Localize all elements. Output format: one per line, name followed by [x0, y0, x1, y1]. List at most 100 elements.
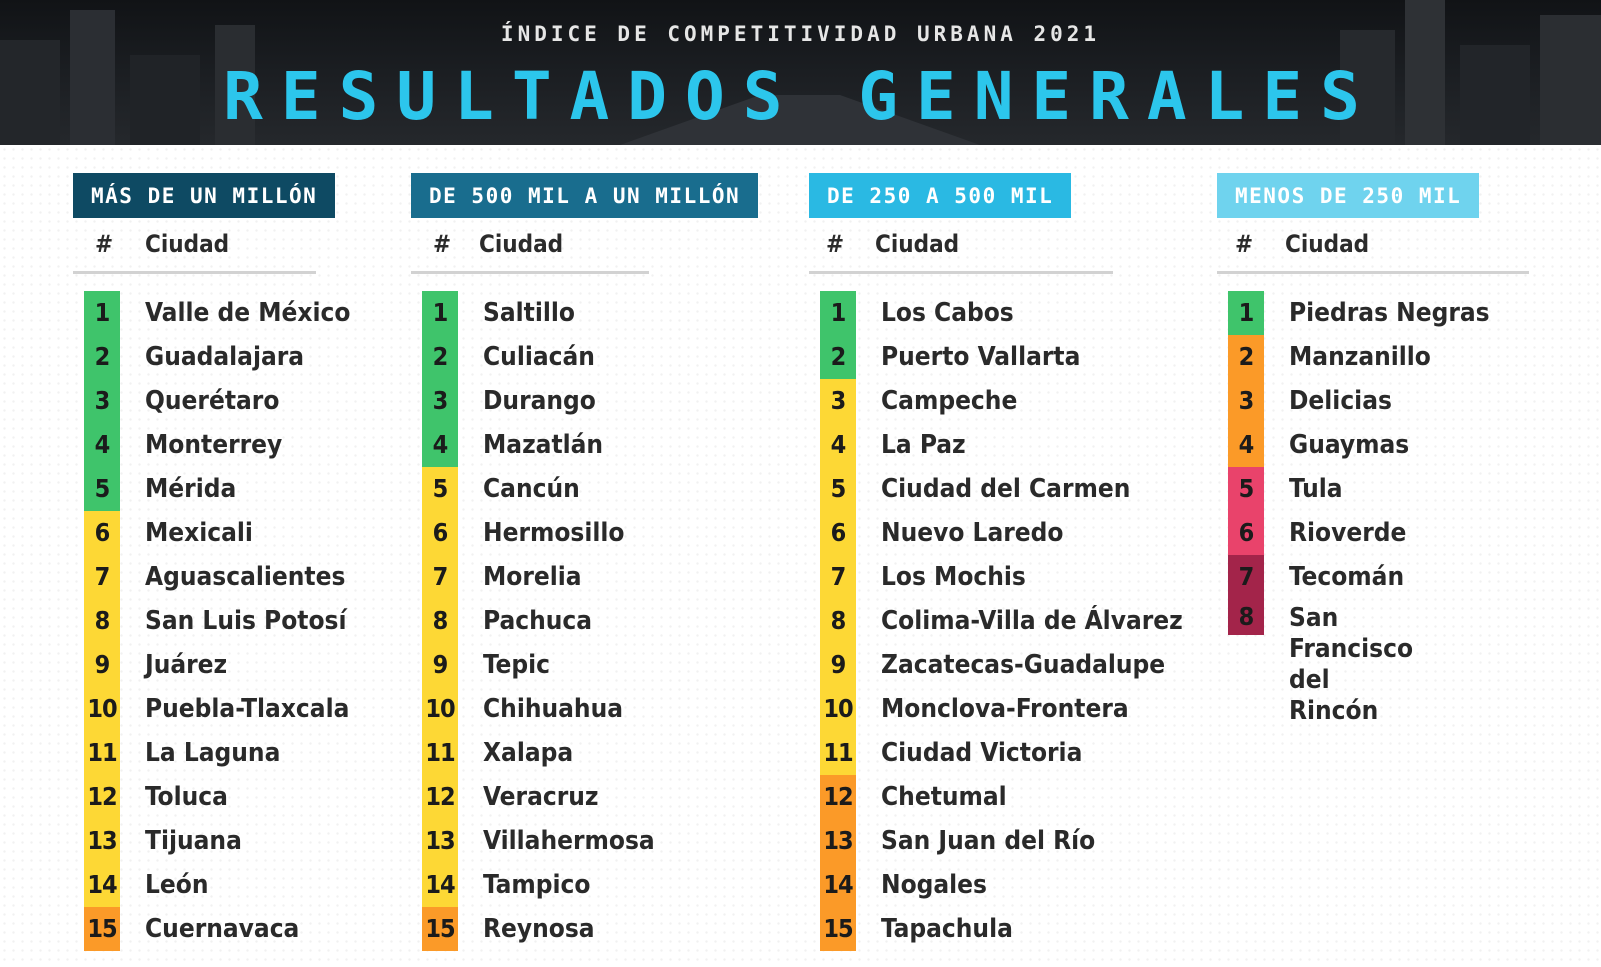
city-name: Ciudad del Carmen	[881, 474, 1131, 504]
city-name: Los Cabos	[881, 298, 1014, 328]
rank-badge: 11	[820, 731, 856, 775]
rank-badge: 5	[1228, 467, 1264, 511]
rank-badge: 15	[422, 907, 458, 951]
city-name: La Laguna	[145, 738, 281, 768]
rank-badge: 6	[820, 511, 856, 555]
city-name: Colima-Villa de Álvarez	[881, 606, 1183, 636]
rank-badge: 1	[422, 291, 458, 335]
city-name: Xalapa	[483, 738, 574, 768]
header-divider	[809, 271, 1113, 274]
city-name: Morelia	[483, 562, 582, 592]
rank-column-header: #	[1235, 230, 1254, 258]
rank-badge: 10	[422, 687, 458, 731]
rank-badge: 4	[1228, 423, 1264, 467]
city-name: Monterrey	[145, 430, 283, 460]
city-name: Guaymas	[1289, 430, 1410, 460]
rank-badge: 8	[84, 599, 120, 643]
city-name: Monclova-Frontera	[881, 694, 1129, 724]
rank-badge: 3	[1228, 379, 1264, 423]
city-name: San Juan del Río	[881, 826, 1096, 856]
city-name: Cuernavaca	[145, 914, 300, 944]
city-name: Toluca	[145, 782, 228, 812]
rank-badge: 5	[84, 467, 120, 511]
header-kicker: ÍNDICE DE COMPETITIVIDAD URBANA 2021	[500, 22, 1101, 46]
city-name: Reynosa	[483, 914, 595, 944]
city-name: San Luis Potosí	[145, 606, 347, 636]
city-name: Querétaro	[145, 386, 280, 416]
header-divider	[1217, 271, 1529, 274]
header-banner: ÍNDICE DE COMPETITIVIDAD URBANA 2021 RES…	[0, 0, 1601, 145]
rank-badge: 4	[820, 423, 856, 467]
page-title: RESULTADOS GENERALES	[223, 58, 1378, 135]
rank-badge: 6	[1228, 511, 1264, 555]
rank-badge: 9	[84, 643, 120, 687]
city-name: Pachuca	[483, 606, 593, 636]
city-column-header: Ciudad	[479, 230, 564, 258]
city-column-header: Ciudad	[1285, 230, 1370, 258]
city-name: Juárez	[145, 650, 228, 680]
rank-badge: 8	[820, 599, 856, 643]
rank-column-header: #	[826, 230, 845, 258]
rank-badge: 12	[820, 775, 856, 819]
city-name: Mérida	[145, 474, 237, 504]
city-name: Tampico	[483, 870, 591, 900]
rank-badge: 9	[422, 643, 458, 687]
header-divider	[73, 271, 316, 274]
rank-badge: 15	[820, 907, 856, 951]
rank-badge: 7	[820, 555, 856, 599]
rank-badge: 6	[422, 511, 458, 555]
city-name: Saltillo	[483, 298, 575, 328]
category-label: DE 250 A 500 MIL	[809, 173, 1072, 218]
header-divider	[411, 271, 649, 274]
city-name: Hermosillo	[483, 518, 625, 548]
rank-badge: 7	[84, 555, 120, 599]
rank-badge: 2	[820, 335, 856, 379]
rank-badge: 14	[422, 863, 458, 907]
city-name: Tula	[1289, 474, 1343, 504]
city-name: Nuevo Laredo	[881, 518, 1064, 548]
rank-badge: 3	[820, 379, 856, 423]
rank-badge: 12	[84, 775, 120, 819]
city-name: Campeche	[881, 386, 1018, 416]
city-name: Puerto Vallarta	[881, 342, 1081, 372]
rank-badge: 15	[84, 907, 120, 951]
rank-badge: 7	[422, 555, 458, 599]
city-name: Delicias	[1289, 386, 1392, 416]
rank-badge: 9	[820, 643, 856, 687]
rank-badge: 13	[820, 819, 856, 863]
category-label: MENOS DE 250 MIL	[1217, 173, 1480, 218]
rank-badge: 2	[84, 335, 120, 379]
city-name: Mexicali	[145, 518, 253, 548]
city-name: Aguascalientes	[145, 562, 346, 592]
rank-badge: 8	[1228, 599, 1264, 635]
city-name: La Paz	[881, 430, 966, 460]
rank-badge: 11	[84, 731, 120, 775]
city-name: Veracruz	[483, 782, 599, 812]
rank-badge: 6	[84, 511, 120, 555]
category-label: DE 500 MIL A UN MILLÓN	[411, 173, 759, 218]
city-name: Chihuahua	[483, 694, 624, 724]
rank-badge: 13	[422, 819, 458, 863]
rank-badge: 1	[84, 291, 120, 335]
rank-badge: 2	[422, 335, 458, 379]
rank-badge: 3	[422, 379, 458, 423]
city-name: Chetumal	[881, 782, 1007, 812]
city-name: Tepic	[483, 650, 550, 680]
rank-badge: 4	[84, 423, 120, 467]
city-name: Cancún	[483, 474, 580, 504]
city-skyline-background	[0, 0, 1601, 145]
city-name: Guadalajara	[145, 342, 305, 372]
rank-badge: 10	[820, 687, 856, 731]
city-name: San Francisco del Rincón	[1289, 603, 1414, 726]
rank-badge: 10	[84, 687, 120, 731]
rank-badge: 14	[84, 863, 120, 907]
rank-badge: 4	[422, 423, 458, 467]
rank-badge: 13	[84, 819, 120, 863]
rank-badge: 7	[1228, 555, 1264, 599]
city-name: Durango	[483, 386, 596, 416]
rank-badge: 12	[422, 775, 458, 819]
city-name: Los Mochis	[881, 562, 1026, 592]
city-name: Piedras Negras	[1289, 298, 1490, 328]
rank-badge: 1	[820, 291, 856, 335]
city-name: Manzanillo	[1289, 342, 1431, 372]
